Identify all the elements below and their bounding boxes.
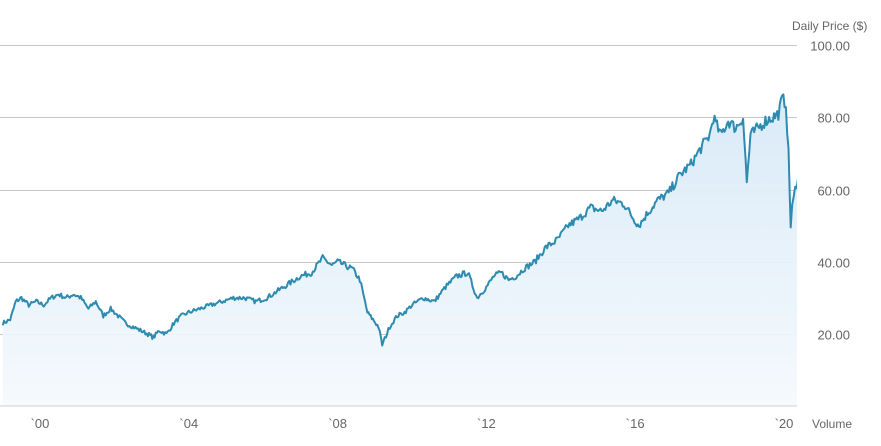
x-tick-label: `04	[179, 416, 198, 431]
price-line	[1, 93, 797, 347]
x-tick-label: `20	[775, 416, 794, 431]
x-tick-label: `00	[31, 416, 50, 431]
y-axis-label: Daily Price ($)	[792, 19, 867, 33]
y-tick-label: 20.00	[817, 328, 850, 343]
x-tick-label: `16	[626, 416, 645, 431]
y-tick-label: 40.00	[817, 256, 850, 271]
y-tick-label: 100.00	[810, 39, 850, 54]
price-area	[2, 94, 797, 406]
y-tick-label: 60.00	[817, 184, 850, 199]
x-tick-label: `08	[328, 416, 347, 431]
y-axis-ticks: 100.00 80.00 60.00 40.00 20.00	[810, 39, 850, 343]
y-tick-label: 80.00	[817, 111, 850, 126]
price-area-group	[1, 93, 797, 406]
x-axis-ticks: `00 `04 `08 `12 `16 `20	[31, 416, 794, 431]
x-tick-label: `12	[477, 416, 496, 431]
volume-label: Volume	[812, 417, 852, 431]
